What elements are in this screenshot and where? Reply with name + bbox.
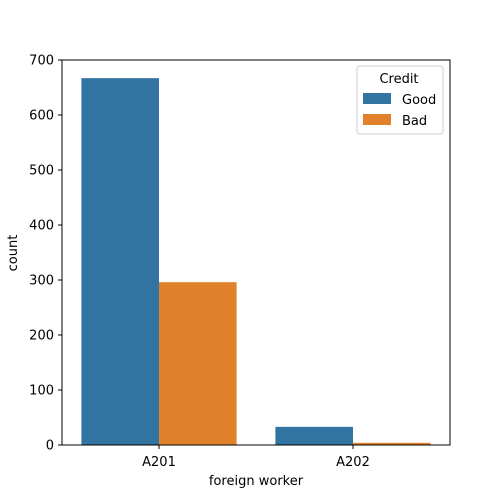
x-tick-label: A202 xyxy=(336,455,370,470)
y-axis-label: count xyxy=(6,235,21,272)
axes-spines xyxy=(61,59,451,446)
legend-label-good: Good xyxy=(402,93,436,108)
y-tick-label: 200 xyxy=(29,329,54,344)
y-tick-label: 100 xyxy=(29,384,54,399)
x-tick-label: A201 xyxy=(142,455,176,470)
legend-swatch-bad xyxy=(363,114,391,125)
y-tick-label: 700 xyxy=(29,54,54,69)
y-tick-label: 400 xyxy=(29,219,54,234)
legend-label-bad: Bad xyxy=(402,114,427,129)
x-axis-label: foreign worker xyxy=(209,474,304,489)
y-axis: 0 100 200 300 400 500 600 700 xyxy=(29,54,62,454)
x-axis: A201 A202 xyxy=(142,445,370,470)
legend-title: Credit xyxy=(379,72,418,87)
bar-bad-a201 xyxy=(159,282,237,445)
legend: Credit Good Bad xyxy=(356,65,444,135)
y-tick-label: 500 xyxy=(29,164,54,179)
y-tick-label: 300 xyxy=(29,274,54,289)
bar-good-a202 xyxy=(275,426,353,445)
plot-area xyxy=(81,78,431,446)
y-tick-label: 0 xyxy=(46,439,54,454)
y-tick-label: 600 xyxy=(29,109,54,124)
bar-bad-a202 xyxy=(353,442,431,445)
bar-good-a201 xyxy=(81,78,159,446)
axes-frame xyxy=(61,59,451,446)
legend-swatch-good xyxy=(363,93,391,104)
